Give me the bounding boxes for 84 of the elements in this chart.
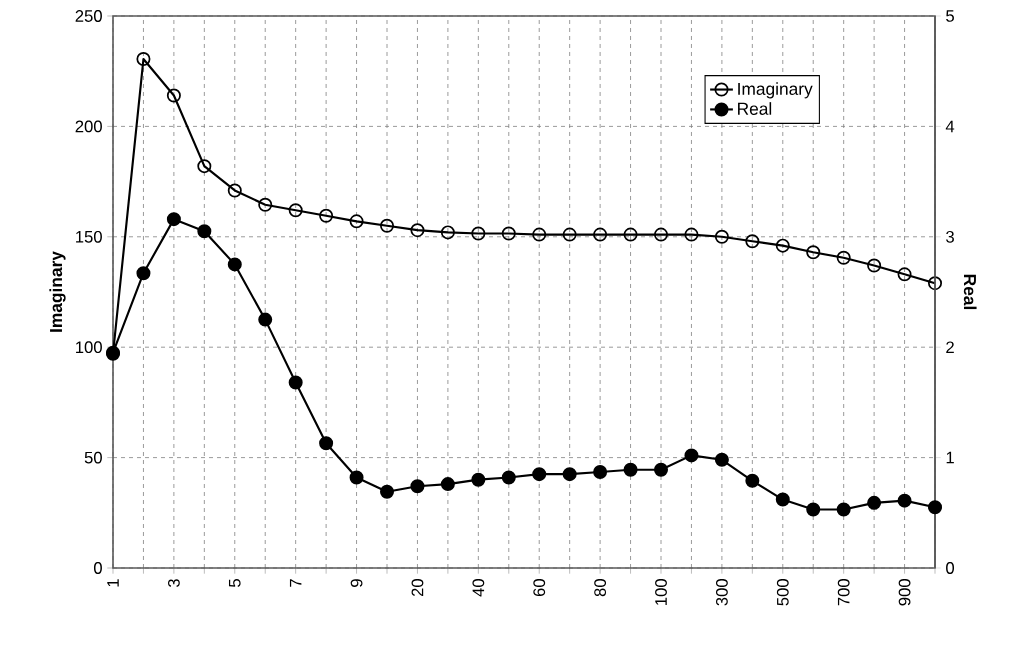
x-tick-label: 7 (289, 579, 302, 587)
x-tick-label: 100 (655, 579, 667, 605)
x-tick-label: 60 (533, 579, 546, 597)
point (562, 467, 577, 482)
y2-tick-label: 3 (946, 230, 954, 243)
y-tick-label: 250 (75, 10, 102, 22)
y-axis-title: Imaginary (49, 251, 66, 332)
point (197, 224, 212, 239)
point (349, 214, 364, 229)
point (836, 502, 851, 517)
point (410, 223, 425, 238)
point (806, 502, 821, 517)
legend-label: Real (738, 102, 772, 115)
point (288, 203, 303, 218)
point (928, 276, 943, 291)
point (136, 52, 151, 67)
point (654, 462, 669, 477)
x-tick-label: 9 (350, 579, 363, 587)
point (593, 464, 608, 479)
x-tick-label: 700 (837, 579, 850, 606)
y2-tick-label: 2 (946, 341, 954, 354)
y2-tick-label: 5 (946, 10, 954, 22)
x-tick-label: 500 (776, 579, 789, 606)
legend-label: Imaginary (738, 82, 813, 99)
x-tick-label: 3 (168, 579, 180, 588)
point (928, 500, 943, 515)
point (775, 492, 790, 507)
point (319, 208, 334, 223)
point (471, 226, 486, 241)
point (745, 473, 760, 488)
point (623, 227, 638, 242)
point (654, 227, 669, 242)
point (714, 229, 729, 244)
point (501, 226, 516, 241)
point (897, 267, 912, 282)
point (380, 218, 395, 233)
x-tick-label: 1 (107, 579, 119, 587)
point (227, 257, 242, 272)
point (227, 183, 242, 198)
point (593, 227, 608, 242)
y2-tick-label: 0 (946, 562, 955, 574)
point (623, 462, 638, 477)
point (532, 227, 547, 242)
point (440, 225, 455, 240)
point (319, 436, 334, 451)
point (532, 467, 547, 482)
point (684, 448, 699, 463)
point (197, 159, 212, 174)
y-tick-label: 150 (76, 230, 102, 243)
point (714, 452, 729, 467)
point (288, 375, 303, 390)
point (471, 472, 486, 487)
x-tick-label: 900 (898, 579, 911, 606)
point (745, 234, 760, 249)
point (867, 495, 882, 510)
y2-tick-label: 1 (946, 451, 954, 464)
point (258, 312, 273, 327)
point (380, 484, 395, 499)
point (440, 477, 455, 492)
x-tick-label: 5 (228, 579, 241, 587)
x-tick-label: 20 (411, 579, 424, 597)
point (836, 250, 851, 265)
point (136, 266, 151, 281)
y-tick-label: 50 (84, 451, 102, 464)
point (501, 470, 516, 485)
point (166, 212, 181, 227)
y-tick-label: 0 (93, 562, 102, 574)
point (684, 227, 699, 242)
point (897, 493, 912, 508)
point (349, 470, 364, 485)
x-tick-label: 80 (594, 579, 607, 597)
point (806, 245, 821, 260)
point (867, 258, 882, 273)
y-tick-label: 100 (76, 341, 102, 354)
point (258, 197, 273, 212)
point (166, 88, 181, 103)
x-tick-label: 40 (472, 579, 485, 597)
y2-tick-label: 4 (945, 120, 955, 133)
y2-axis-title: Real (963, 274, 977, 310)
point (775, 238, 790, 253)
point (562, 227, 577, 242)
y-tick-label: 200 (75, 120, 102, 133)
point (410, 479, 425, 494)
x-tick-label: 300 (716, 579, 728, 606)
